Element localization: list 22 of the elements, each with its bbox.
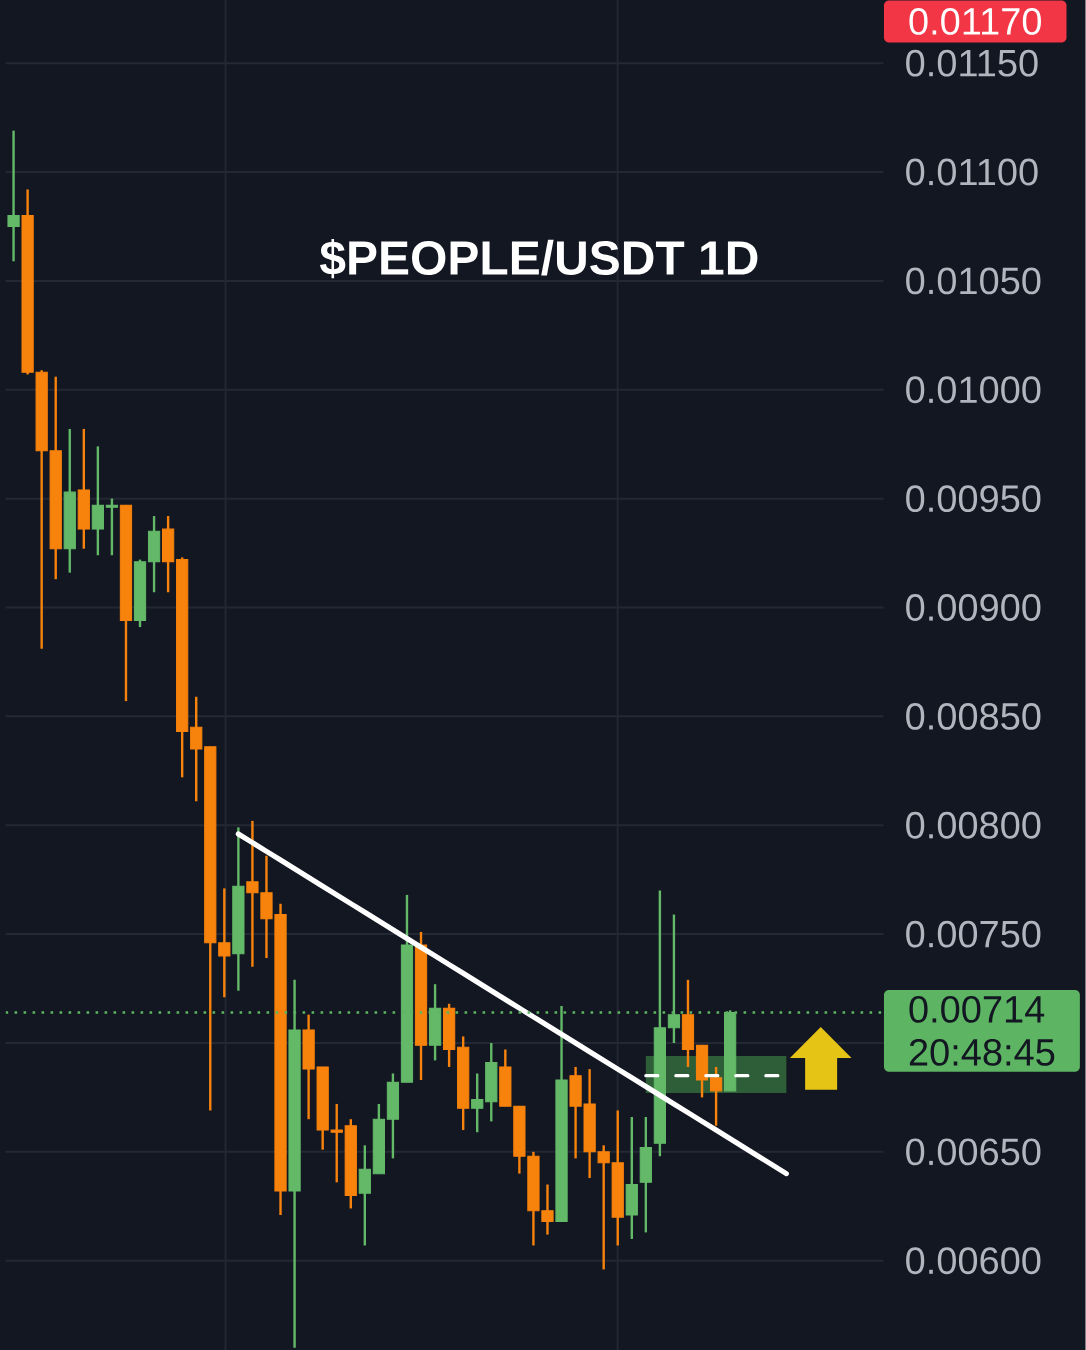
y-tick-label: 0.00900 [906,594,1041,621]
candlestick [710,1065,723,1127]
text: 0.01170 [909,7,1042,35]
y-tick-label: 0.00650 [906,1138,1041,1166]
candlestick [190,695,203,803]
candlestick [7,129,20,263]
y-tick-label: 0.01100 [906,158,1038,186]
candlestick [358,1144,372,1247]
text: $PEOPLE/USDT 1D [320,238,758,279]
ref-line-label: 0.00714 [909,995,1045,1023]
y-tick-label: 0.00800 [906,811,1041,839]
y-tick-label: 0.01150 [906,49,1038,77]
y-tick-label: 0.01000 [906,376,1041,404]
text: 20:48:45 [910,1038,1055,1066]
candlestick [106,497,119,557]
candlestick [471,1072,484,1134]
y-tick-label: 0.00750 [906,920,1041,948]
y-tick-label: 0.00600 [906,1247,1041,1275]
candlestick [91,445,105,557]
y-tick-label: 0.00950 [906,485,1041,513]
y-tick-label: 0.01050 [906,267,1041,295]
y-tick-label: 0.00850 [906,702,1041,730]
